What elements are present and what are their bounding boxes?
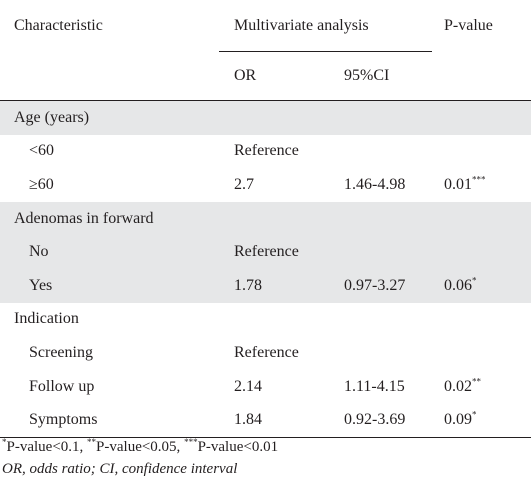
pvalue-cell: 0.01*** xyxy=(444,174,486,194)
group-row: Indication xyxy=(0,303,531,337)
row-label: Screening xyxy=(29,343,93,361)
table-row: Screening Reference xyxy=(0,336,531,370)
pvalue-cell: 0.09* xyxy=(444,409,477,429)
significance-mark: * xyxy=(472,275,477,286)
header-bottom-rule xyxy=(0,100,531,101)
or-cell: 1.78 xyxy=(234,276,262,294)
pvalue-number: 0.02 xyxy=(444,377,472,395)
significance-mark: *** xyxy=(472,174,486,185)
pvalue-number: 0.06 xyxy=(444,276,472,294)
table-bottom-rule xyxy=(0,437,531,438)
results-table: Characteristic Multivariate analysis P-v… xyxy=(0,0,531,438)
footnote-text-2: P-value<0.05, xyxy=(96,439,185,455)
group-label: Adenomas in forward xyxy=(14,209,154,227)
ci-cell: 0.92-3.69 xyxy=(344,411,406,429)
header-ci: 95%CI xyxy=(344,67,390,84)
footnote-text-3: P-value<0.01 xyxy=(197,439,279,455)
or-cell: Reference xyxy=(234,343,299,361)
pvalue-cell: 0.06* xyxy=(444,275,477,295)
ci-cell: 1.11-4.15 xyxy=(344,377,405,395)
table-header: Characteristic Multivariate analysis P-v… xyxy=(0,0,531,100)
footnote-text-1: P-value<0.1, xyxy=(6,439,88,455)
table-row: <60 Reference xyxy=(0,135,531,169)
group-row: Age (years) xyxy=(0,101,531,135)
group-row: Adenomas in forward xyxy=(0,201,531,236)
header-characteristic: Characteristic xyxy=(14,17,103,34)
multivariate-underline xyxy=(219,51,432,52)
pvalue-number: 0.01 xyxy=(444,175,472,193)
table-body: Age (years) <60 Reference ≥60 2.7 1.46-4.98 0.… xyxy=(0,101,531,437)
header-pvalue: P-value xyxy=(444,17,493,34)
or-cell: 2.7 xyxy=(234,175,254,193)
or-cell: 1.84 xyxy=(234,411,262,429)
footnote-mark-3: *** xyxy=(184,437,198,447)
footnote-mark-2: ** xyxy=(87,437,97,447)
pvalue-cell: 0.02** xyxy=(444,376,481,396)
header-or: OR xyxy=(234,67,257,84)
abbreviation-footnote: OR, odds ratio; CI, confidence interval xyxy=(2,461,238,477)
group-label: Age (years) xyxy=(14,108,90,126)
table-row: Symptoms 1.84 0.92-3.69 0.09* xyxy=(0,403,531,437)
row-label: ≥60 xyxy=(29,175,54,193)
significance-footnote: *P-value<0.1, **P-value<0.05, ***P-value… xyxy=(2,437,279,456)
header-multivariate: Multivariate analysis xyxy=(234,17,369,34)
or-cell: Reference xyxy=(234,243,299,261)
footnote-mark-1: * xyxy=(2,437,7,447)
row-label: Symptoms xyxy=(29,411,98,429)
ci-cell: 1.46-4.98 xyxy=(344,175,406,193)
table-row: Yes 1.78 0.97-3.27 0.06* xyxy=(0,268,531,303)
table-row: No Reference xyxy=(0,235,531,269)
or-cell: 2.14 xyxy=(234,377,262,395)
significance-mark: ** xyxy=(472,376,481,387)
row-label: <60 xyxy=(29,142,55,160)
group-label: Indication xyxy=(14,310,79,328)
or-cell: Reference xyxy=(234,142,299,160)
row-label: No xyxy=(29,243,49,261)
row-label: Yes xyxy=(29,276,53,294)
significance-mark: * xyxy=(472,409,477,420)
table-row: Follow up 2.14 1.11-4.15 0.02** xyxy=(0,370,531,404)
table-row: ≥60 2.7 1.46-4.98 0.01*** xyxy=(0,168,531,202)
ci-cell: 0.97-3.27 xyxy=(344,276,406,294)
pvalue-number: 0.09 xyxy=(444,411,472,429)
row-label: Follow up xyxy=(29,377,95,395)
